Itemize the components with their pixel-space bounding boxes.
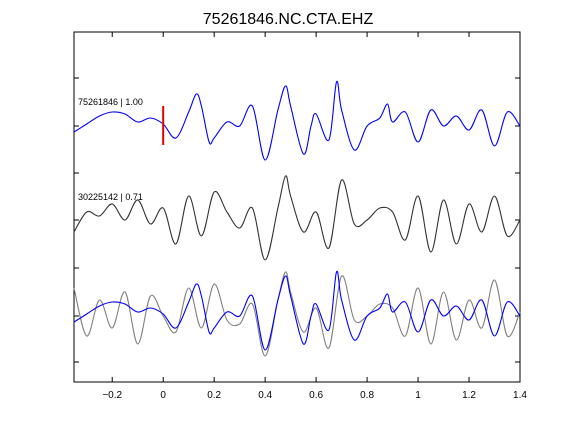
- trace-labels: 75261846 | 1.00 30225142 | 0.71: [78, 97, 143, 202]
- y-tick-marks: [74, 77, 520, 363]
- x-tick-label-7: 1.2: [462, 390, 476, 401]
- x-tick-label-3: 0.4: [258, 390, 272, 401]
- trace-label-0: 75261846 | 1.00: [78, 97, 143, 107]
- waveform-traces: [73, 80, 521, 357]
- trace-2-line: [73, 270, 521, 351]
- x-axis: −0.2 0 0.2 0.4 0.6 0.8 1 1.2 1.4: [102, 32, 527, 401]
- trace-0-line: [73, 80, 521, 161]
- x-tick-label-1: 0: [160, 390, 166, 401]
- x-tick-label-4: 0.6: [309, 390, 323, 401]
- x-tick-label-8: 1.4: [513, 390, 527, 401]
- x-tick-label-5: 0.8: [360, 390, 374, 401]
- x-tick-label-2: 0.2: [207, 390, 221, 401]
- trace-1-line: [73, 175, 521, 261]
- trace-label-1: 30225142 | 0.71: [78, 192, 143, 202]
- chart-title: 75261846.NC.CTA.EHZ: [203, 11, 374, 28]
- x-tick-label-0: −0.2: [102, 390, 122, 401]
- x-tick-label-6: 1: [415, 390, 421, 401]
- trace-3-line: [73, 271, 521, 357]
